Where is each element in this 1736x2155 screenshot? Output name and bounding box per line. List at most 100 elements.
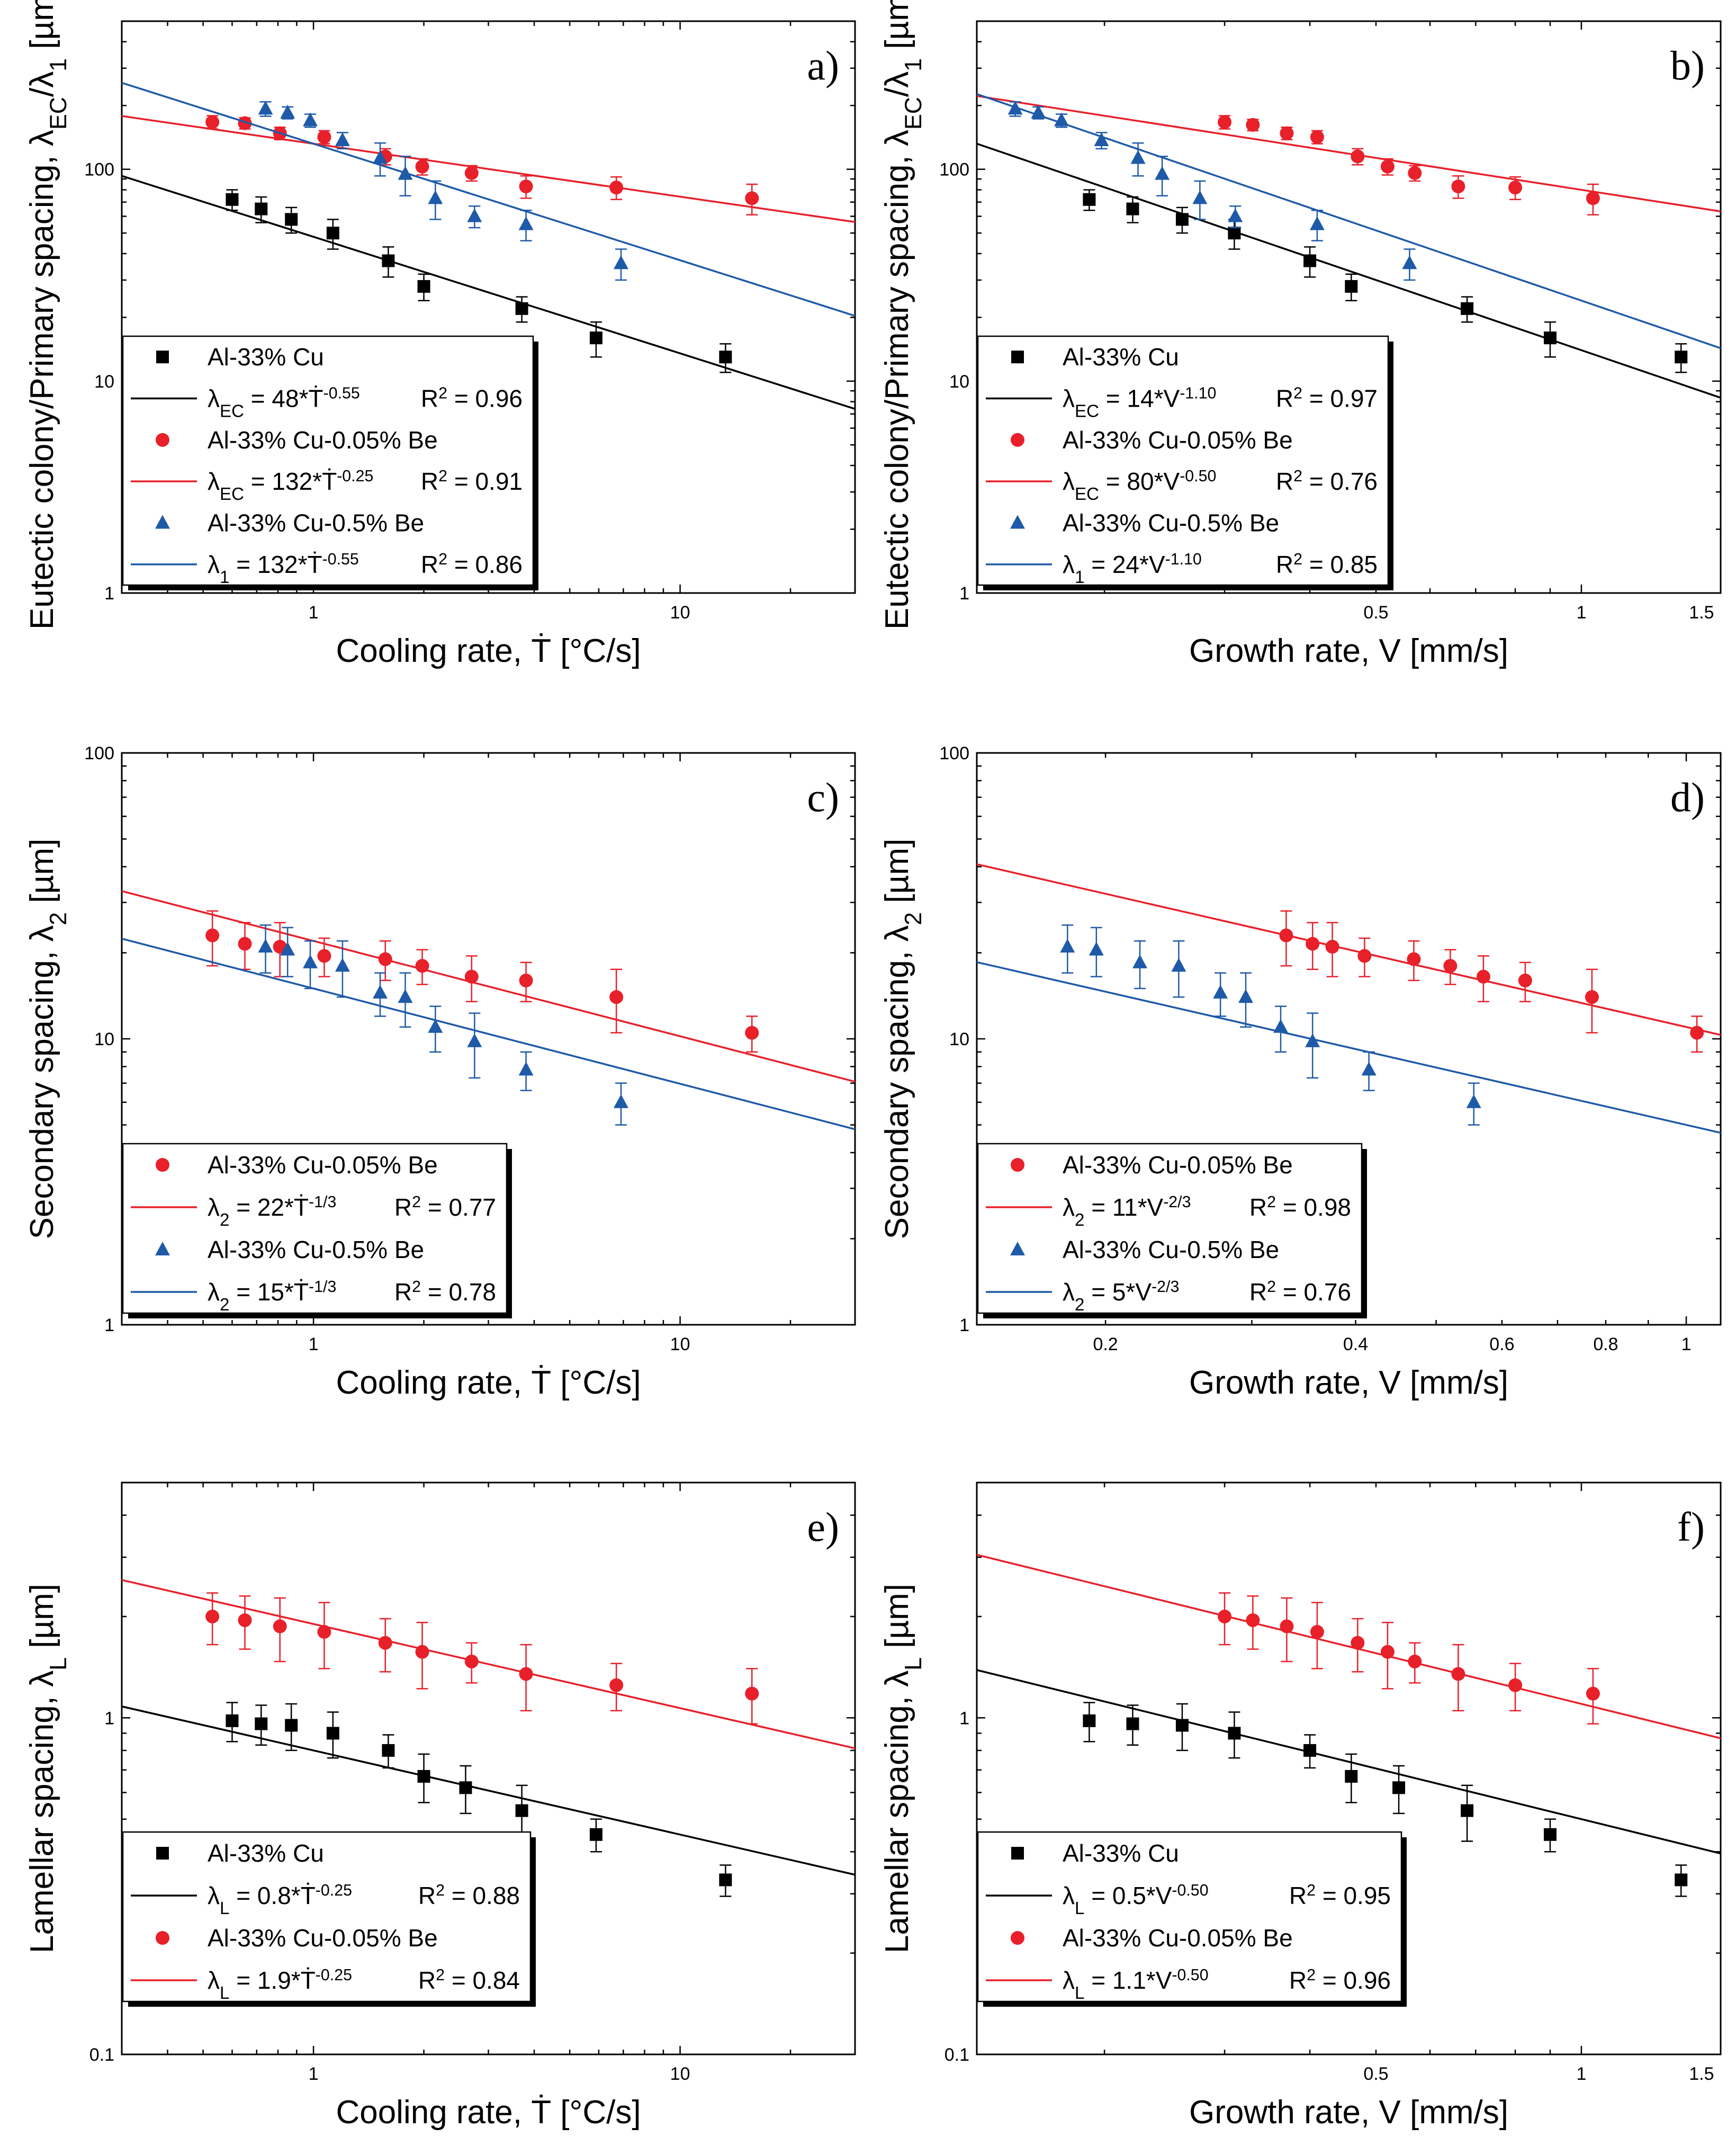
legend-series-name: Al-33% Cu-0.05% Be bbox=[208, 1924, 438, 1952]
fit-line bbox=[122, 1579, 855, 1749]
legend-marker bbox=[1010, 1242, 1025, 1255]
y-tick-label: 0.1 bbox=[89, 2045, 114, 2065]
legend: Al-33% Cu-0.05% Be λ2 = 22*Ṫ-1/3 R2 = 0.77… bbox=[122, 1143, 512, 1318]
data-point bbox=[1586, 1686, 1600, 1701]
panel-d: 0.2 0.4 0.6 0.8 1 1 10 100 Growth rate, V [mm/s]… bbox=[879, 743, 1722, 1401]
data-point bbox=[1238, 989, 1253, 1003]
series-triangle bbox=[977, 924, 1721, 1134]
legend-box bbox=[977, 1143, 1363, 1314]
data-point bbox=[467, 1033, 482, 1047]
data-point bbox=[1171, 958, 1186, 972]
data-point bbox=[1083, 193, 1096, 206]
data-point bbox=[378, 952, 392, 966]
y-tick-label: 1 bbox=[104, 1315, 114, 1335]
data-point bbox=[415, 1645, 429, 1659]
legend-fit-equation: λEC = 132*Ṫ-0.25 bbox=[208, 468, 373, 504]
data-point bbox=[205, 1609, 220, 1623]
legend: Al-33% Cu λEC = 14*V-1.10 R2 = 0.97 Al-33% … bbox=[977, 335, 1393, 590]
series-circle bbox=[977, 95, 1721, 216]
data-point bbox=[1228, 208, 1243, 222]
data-point bbox=[382, 254, 395, 267]
x-tick-label: 0.5 bbox=[1363, 2064, 1388, 2084]
data-point bbox=[613, 1094, 628, 1108]
legend-marker bbox=[155, 1242, 170, 1255]
legend-series-name: Al-33% Cu bbox=[208, 1839, 324, 1867]
legend-r-squared: R2 = 0.85 bbox=[1276, 550, 1378, 578]
data-point bbox=[258, 101, 273, 115]
data-point bbox=[1279, 928, 1293, 942]
data-point bbox=[1310, 1625, 1324, 1639]
data-point bbox=[1126, 202, 1139, 216]
data-point bbox=[378, 1636, 392, 1650]
y-tick-label: 1 bbox=[959, 583, 969, 604]
data-point bbox=[1228, 1727, 1241, 1740]
data-point bbox=[609, 990, 624, 1004]
legend-r-squared: R2 = 0.98 bbox=[1249, 1193, 1351, 1222]
legend-fit-equation: λL = 0.5*V-0.50 bbox=[1063, 1882, 1209, 1918]
data-point bbox=[459, 1781, 472, 1794]
legend-box bbox=[977, 1831, 1402, 2003]
data-point bbox=[1218, 115, 1232, 129]
data-point bbox=[745, 1686, 759, 1701]
legend-marker bbox=[1011, 1931, 1024, 1945]
data-point bbox=[382, 1744, 395, 1757]
data-point bbox=[1408, 1654, 1422, 1668]
legend-r-squared: R2 = 0.78 bbox=[394, 1278, 496, 1306]
data-point bbox=[1008, 101, 1023, 115]
data-point bbox=[464, 166, 479, 180]
legend-marker bbox=[156, 1847, 169, 1860]
x-axis-label: Growth rate, V [mm/s] bbox=[1189, 2094, 1508, 2131]
legend-series-name: Al-33% Cu bbox=[1063, 343, 1179, 371]
data-point bbox=[326, 227, 339, 240]
x-tick-label: 1.5 bbox=[1689, 2064, 1714, 2084]
data-point bbox=[518, 216, 534, 230]
data-point bbox=[1451, 1667, 1465, 1681]
data-point bbox=[1309, 216, 1325, 230]
x-tick-label: 1 bbox=[1576, 603, 1586, 623]
fit-line bbox=[977, 95, 1721, 213]
data-point bbox=[1175, 213, 1189, 226]
data-point bbox=[1476, 969, 1490, 984]
data-point bbox=[398, 989, 413, 1003]
series-triangle bbox=[977, 93, 1721, 349]
data-point bbox=[1132, 954, 1148, 968]
legend-series-name: Al-33% Cu-0.5% Be bbox=[208, 509, 424, 537]
fit-line bbox=[122, 1705, 855, 1876]
data-point bbox=[238, 116, 252, 130]
legend-fit-equation: λ2 = 11*V-2/3 bbox=[1063, 1193, 1191, 1230]
x-tick-label: 0.5 bbox=[1363, 603, 1388, 623]
legend-r-squared: R2 = 0.95 bbox=[1289, 1882, 1391, 1910]
data-point bbox=[335, 958, 350, 972]
data-point bbox=[589, 1828, 602, 1841]
legend-marker bbox=[1011, 1847, 1024, 1860]
data-point bbox=[1451, 179, 1465, 194]
x-tick-label: 1 bbox=[1681, 1334, 1692, 1354]
data-point bbox=[226, 1714, 239, 1727]
data-point bbox=[205, 928, 220, 942]
data-point bbox=[1543, 331, 1557, 345]
data-point bbox=[1675, 1873, 1688, 1887]
legend-box bbox=[122, 1831, 532, 2003]
data-point bbox=[1246, 118, 1260, 132]
panel-c: 1 10 1 10 100 Cooling rate, Ṫ [°C/s] Secondary… bbox=[24, 743, 856, 1401]
x-tick-label: 10 bbox=[670, 603, 690, 623]
data-point bbox=[226, 193, 239, 206]
x-tick-label: 10 bbox=[670, 1334, 690, 1354]
data-point bbox=[1508, 181, 1523, 195]
y-tick-label: 1 bbox=[959, 1708, 969, 1728]
legend-fit-equation: λ1 = 24*V-1.10 bbox=[1063, 550, 1202, 587]
legend-fit-equation: λL = 0.8*Ṫ-0.25 bbox=[208, 1882, 352, 1918]
data-point bbox=[518, 1062, 534, 1076]
data-point bbox=[1443, 959, 1458, 973]
panel-label: e) bbox=[807, 1504, 839, 1550]
series-triangle bbox=[122, 924, 855, 1130]
x-tick-label: 0.4 bbox=[1343, 1334, 1368, 1354]
data-point bbox=[1273, 1019, 1289, 1033]
legend-r-squared: R2 = 0.76 bbox=[1249, 1278, 1351, 1306]
y-tick-label: 100 bbox=[939, 160, 969, 180]
data-point bbox=[609, 181, 624, 195]
data-point bbox=[415, 159, 429, 174]
data-point bbox=[1094, 132, 1109, 146]
legend: Al-33% Cu λL = 0.8*Ṫ-0.25 R2 = 0.88 Al-33% … bbox=[122, 1831, 536, 2007]
legend-marker bbox=[1011, 1158, 1024, 1172]
